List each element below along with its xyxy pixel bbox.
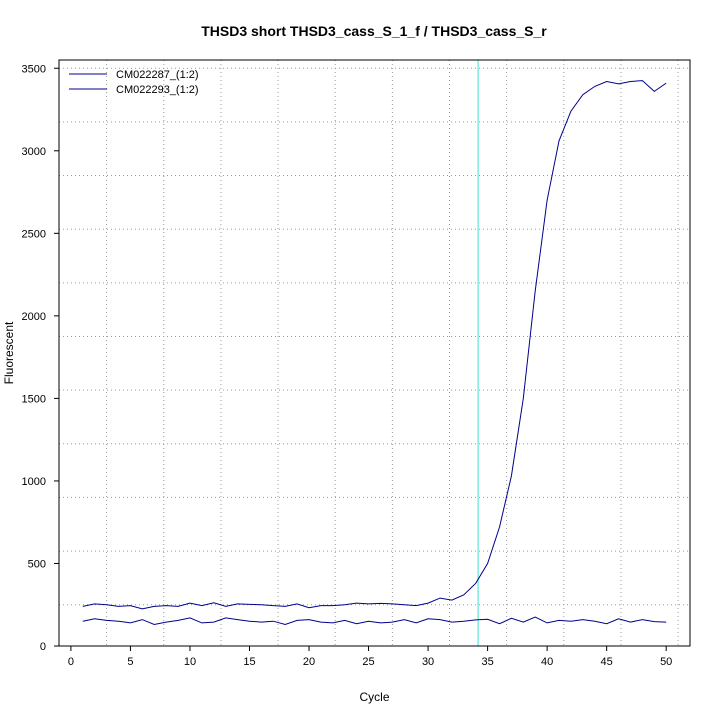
x-tick-label: 25: [362, 656, 374, 668]
x-tick-label: 30: [422, 656, 434, 668]
y-axis-label: Fluorescent: [2, 321, 16, 384]
chart-title: THSD3 short THSD3_cass_S_1_f / THSD3_cas…: [201, 23, 547, 39]
x-tick-label: 35: [481, 656, 493, 668]
legend: CM022287_(1:2) CM022293_(1:2): [69, 69, 199, 96]
y-tick-label: 1500: [22, 393, 46, 405]
y-axis: 0 500 1000 1500 2000 2500 3000 3500: [22, 63, 59, 653]
y-tick-label: 1000: [22, 476, 46, 488]
y-tick-label: 2000: [22, 311, 46, 323]
series-lines: [82, 80, 667, 626]
grid: [59, 60, 690, 646]
y-tick-label: 3000: [22, 146, 46, 158]
x-tick-label: 15: [243, 656, 255, 668]
y-tick-label: 3500: [22, 63, 46, 75]
y-tick-label: 0: [40, 641, 46, 653]
x-tick-label: 20: [303, 656, 315, 668]
x-tick-label: 40: [541, 656, 553, 668]
plot-frame: [58, 59, 691, 647]
y-tick-label: 500: [28, 558, 46, 570]
x-tick-label: 0: [68, 656, 74, 668]
x-axis: 0 5 10 15 20 25 30 35 40 45 50: [68, 646, 672, 668]
x-tick-label: 10: [184, 656, 196, 668]
series-line-2: [82, 616, 667, 626]
legend-label: CM022287_(1:2): [116, 69, 199, 81]
y-tick-label: 2500: [22, 228, 46, 240]
x-axis-label: Cycle: [359, 690, 389, 704]
legend-label: CM022293_(1:2): [116, 84, 199, 96]
series-line-1: [82, 80, 667, 610]
x-tick-label: 50: [660, 656, 672, 668]
x-tick-label: 45: [601, 656, 613, 668]
x-tick-label: 5: [127, 656, 133, 668]
